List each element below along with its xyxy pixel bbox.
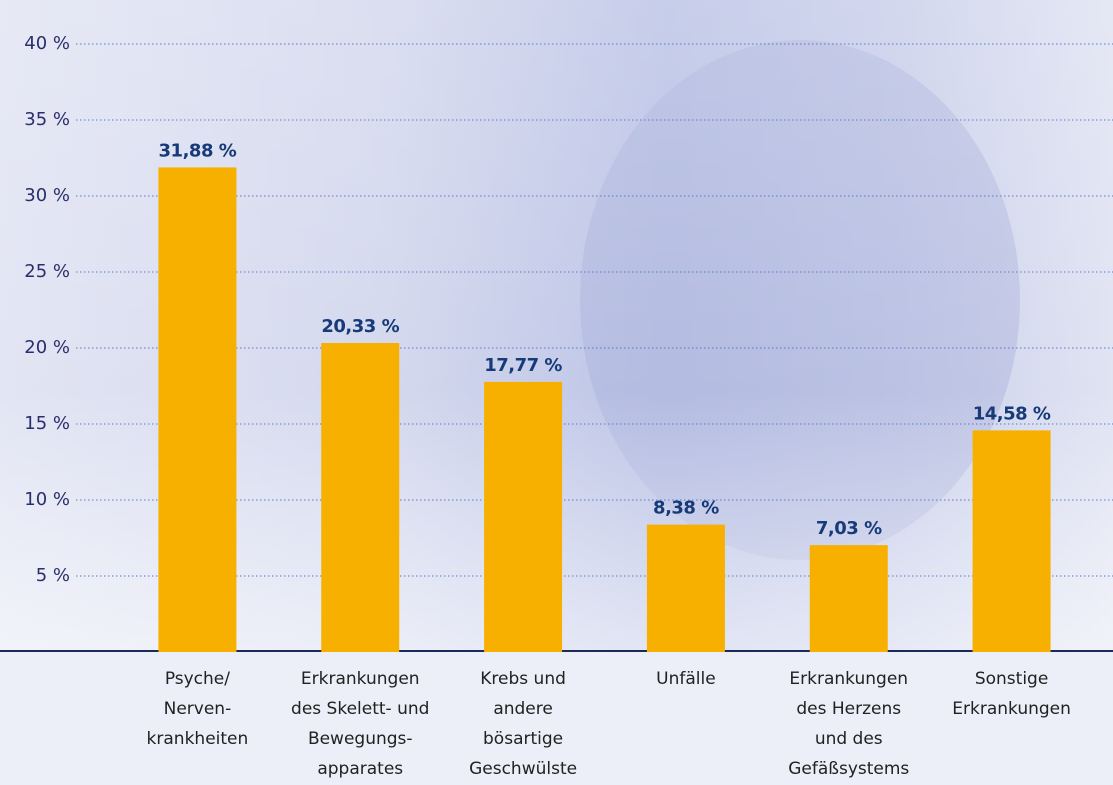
y-tick-label: 15 % bbox=[24, 413, 70, 434]
y-tick-label: 5 % bbox=[36, 565, 70, 586]
y-tick-label: 25 % bbox=[24, 261, 70, 282]
x-tick-label: und des bbox=[815, 729, 883, 749]
bar bbox=[321, 343, 399, 652]
y-tick-label: 10 % bbox=[24, 489, 70, 510]
x-tick-label: Bewegungs- bbox=[308, 729, 413, 749]
x-tick-label: andere bbox=[493, 699, 553, 719]
y-tick-label: 20 % bbox=[24, 337, 70, 358]
value-label: 14,58 % bbox=[973, 403, 1051, 424]
bar bbox=[810, 545, 888, 652]
x-tick-label: Sonstige bbox=[975, 669, 1048, 689]
value-label: 20,33 % bbox=[321, 316, 399, 337]
bar bbox=[484, 382, 562, 652]
x-tick-label: Erkrankungen bbox=[789, 669, 908, 689]
value-label: 31,88 % bbox=[159, 140, 237, 161]
value-label: 8,38 % bbox=[653, 498, 719, 519]
x-tick-label: krankheiten bbox=[147, 729, 249, 749]
value-label: 7,03 % bbox=[816, 518, 882, 539]
bar bbox=[973, 430, 1051, 652]
x-tick-label: bösartige bbox=[483, 729, 563, 749]
x-tick-label: Krebs und bbox=[480, 669, 566, 689]
x-tick-label: Erkrankungen bbox=[301, 669, 420, 689]
x-tick-label: des Herzens bbox=[796, 699, 901, 719]
x-tick-label: Nerven- bbox=[164, 699, 232, 719]
bar bbox=[158, 167, 236, 652]
y-tick-label: 40 % bbox=[24, 33, 70, 54]
bar bbox=[647, 525, 725, 652]
x-tick-label: Geschwülste bbox=[469, 759, 577, 779]
y-tick-label: 30 % bbox=[24, 185, 70, 206]
x-tick-label: Unfälle bbox=[656, 669, 716, 689]
chart: 5 % 10 % 15 % 20 % 25 % 30 % 35 % 40 % 31,88 % Ps… bbox=[0, 0, 1113, 785]
value-label: 17,77 % bbox=[484, 355, 562, 376]
x-tick-label: des Skelett- und bbox=[291, 699, 429, 719]
x-tick-label: Gefäßsystems bbox=[788, 759, 909, 779]
x-tick-label: Psyche/ bbox=[165, 669, 230, 689]
y-tick-label: 35 % bbox=[24, 109, 70, 130]
x-tick-label: apparates bbox=[317, 759, 403, 779]
x-tick-label: Erkrankungen bbox=[952, 699, 1071, 719]
